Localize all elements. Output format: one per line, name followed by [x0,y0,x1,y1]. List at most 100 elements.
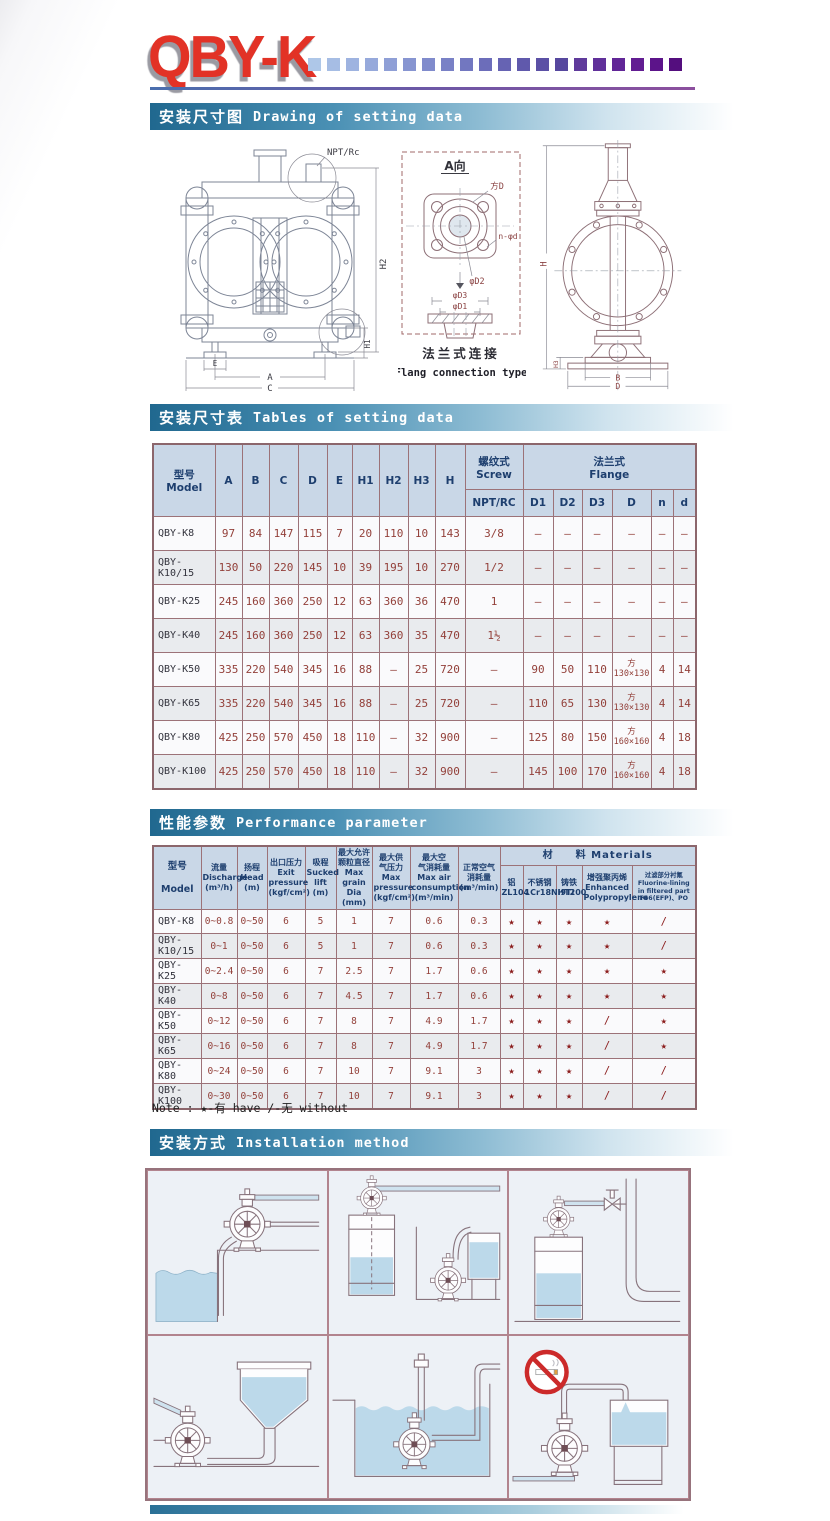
section-title-zh: 安装尺寸表 [159,409,245,427]
perf-material-header: 过滤部分衬氟 Fluorine-lining in filtered part … [631,865,697,910]
perf-value-cell: 1.7 [457,1008,501,1034]
dim-value-cell: 32 [407,754,436,790]
flange-col-header: n [650,489,674,517]
install-scene-drum-to-line [514,1178,681,1323]
dim-label-square-d: 方D [490,181,504,192]
deco-square [479,58,492,71]
dimensions-table: 型号 Model A B C D E H1 H2 H3 H 螺纹式 Screw 法兰式 Flang… [152,443,698,790]
dim-col-header: C [268,443,299,517]
perf-value-cell: ★ [522,1033,557,1059]
dim-value-cell: – [464,754,524,790]
dim-value-cell: 25 [407,652,436,687]
perf-table-row: QBY-K40 0~8 0~50 6 7 4.5 7 1.7 0.6 ★ ★ ★ ★ ★ [152,983,697,1009]
dim-label-b: B [615,372,620,382]
perf-value-cell: ★ [522,933,557,959]
dim-col-header: B [241,443,270,517]
perf-param-header: 最大空 气消耗量 Max air consumption (m³/min) [409,845,470,910]
dim-value-cell: 方 130×130 [611,686,652,721]
perf-value-cell: ★ [522,958,557,984]
dim-value-cell: 130 [214,550,243,585]
performance-table: 型号 Model 流量 Discharge (m³/h) 扬程 Head (m) 出… [152,845,698,1110]
front-view-drawing: NPT/Rc E A C H2 H1 [180,148,389,392]
dim-value-cell: – [672,618,697,653]
dim-value-cell: 方 160×160 [611,720,652,755]
dim-value-cell: – [672,584,697,619]
perf-value-cell: 1 [335,909,373,934]
section-header-drawing: 安装尺寸图 Drawing of setting data [150,103,758,130]
install-cell-3 [508,1170,689,1335]
dim-value-cell: 84 [241,516,270,551]
dim-value-cell: 88 [351,652,380,687]
deco-square [669,58,682,71]
dim-value-cell: 900 [434,720,466,755]
dim-value-cell: – [464,686,524,721]
perf-value-cell: ★ [581,983,633,1009]
dim-value-cell: 360 [378,584,409,619]
deco-square [536,58,549,71]
dim-value-cell: 4 [650,652,674,687]
perf-value-cell: ★ [555,909,583,934]
dim-value-cell: 720 [434,686,466,721]
perf-materials-header: 材 料 Materials [499,845,697,866]
perf-value-cell: ★ [581,933,633,959]
perf-value-cell: ★ [499,958,524,984]
dim-value-cell: 35 [407,618,436,653]
perf-value-cell: 7 [304,958,337,984]
perf-value-cell: / [581,1008,633,1034]
dim-value-cell: – [464,652,524,687]
dim-value-cell: – [611,550,652,585]
dim-value-cell: 10 [326,550,353,585]
deco-square [650,58,663,71]
dim-value-cell: 145 [522,754,554,790]
dim-value-cell: 150 [581,720,613,755]
perf-value-cell: ★ [499,1058,524,1084]
perf-value-cell: ★ [522,909,557,934]
perf-value-cell: / [631,1058,697,1084]
perf-table-row: QBY-K50 0~12 0~50 6 7 8 7 4.9 1.7 ★ ★ ★ / ★ [152,1008,697,1034]
dim-value-cell: 220 [268,550,299,585]
install-scene-hopper-feed [153,1361,320,1467]
perf-value-cell: 7 [304,1058,337,1084]
perf-value-cell: 0~50 [236,1008,268,1034]
dim-value-cell: 14 [672,652,697,687]
dim-flange-header: 法兰式 Flange [522,443,697,490]
dim-label-h1: H1 [363,339,372,348]
dim-header-row-1: 型号 Model A B C D E H1 H2 H3 H 螺纹式 Screw 法兰式 Flang… [152,443,697,517]
dim-value-cell: 110 [522,686,554,721]
dim-value-cell: 1/2 [464,550,524,585]
perf-value-cell: ★ [522,983,557,1009]
dim-value-cell: 32 [407,720,436,755]
install-cell-5 [327,1334,509,1499]
dim-value-cell: – [552,618,583,653]
dim-col-header: H2 [378,443,409,517]
deco-square [631,58,644,71]
perf-table-row: QBY-K8 0~0.8 0~50 6 5 1 7 0.6 0.3 ★ ★ ★ ★ / [152,909,697,934]
perf-table-row: QBY-K80 0~24 0~50 6 7 10 7 9.1 3 ★ ★ ★ / / [152,1058,697,1084]
perf-table-row: QBY-K65 0~16 0~50 6 7 8 7 4.9 1.7 ★ ★ ★ / ★ [152,1033,697,1059]
perf-value-cell: ★ [631,1008,697,1034]
dim-value-cell: 250 [297,584,328,619]
dim-value-cell: 88 [351,686,380,721]
dim-value-cell: 220 [241,652,270,687]
perf-value-cell: 5 [304,909,337,934]
dim-value-cell: – [581,516,613,551]
dim-value-cell: – [378,652,409,687]
section-title-en: Tables of setting data [253,409,454,426]
model-cell: QBY-K65 [152,686,216,721]
perf-value-cell: ★ [555,958,583,984]
perf-value-cell: 0.3 [457,933,501,959]
perf-value-cell: ★ [555,983,583,1009]
perf-value-cell: 6 [266,1083,306,1110]
perf-value-cell: 0.6 [457,983,501,1009]
dim-value-cell: 540 [268,686,299,721]
dim-value-cell: 250 [297,618,328,653]
dim-label-d2: φD2 [469,277,484,287]
perf-material-header: 不锈钢 1Cr18Ni9Ti [522,865,574,910]
dim-value-cell: – [552,516,583,551]
install-cell-6 [508,1334,689,1499]
perf-value-cell: ★ [522,1008,557,1034]
dim-value-cell: 110 [581,652,613,687]
perf-value-cell: ★ [581,909,633,934]
dim-value-cell: 540 [268,652,299,687]
